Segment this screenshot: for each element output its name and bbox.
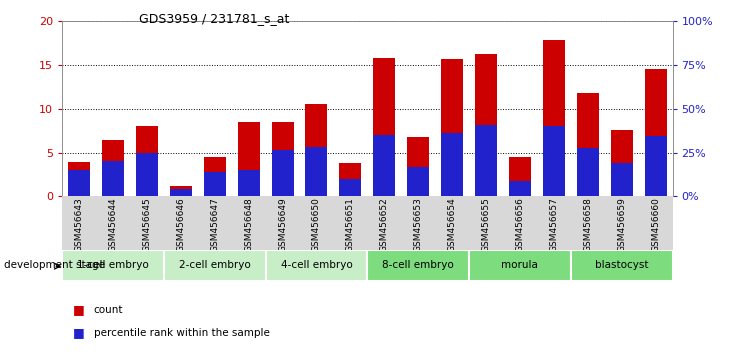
Text: GSM456643: GSM456643 (75, 198, 83, 252)
Bar (271, 122, 294, 196)
Text: GSM456656: GSM456656 (515, 198, 524, 252)
Bar (571, 250, 673, 281)
Bar (645, 69, 667, 196)
Text: percentile rank within the sample: percentile rank within the sample (94, 328, 270, 338)
Bar (102, 161, 124, 196)
Bar (577, 148, 599, 196)
Bar (164, 250, 265, 281)
Bar (68, 170, 90, 196)
Bar (62, 250, 164, 281)
Bar (306, 147, 327, 196)
Text: development stage: development stage (4, 261, 105, 270)
Bar (509, 157, 531, 196)
Text: GSM456648: GSM456648 (244, 198, 253, 252)
Text: GSM456659: GSM456659 (617, 198, 626, 252)
Text: GSM456655: GSM456655 (482, 198, 491, 252)
Bar (509, 181, 531, 196)
Bar (475, 125, 497, 196)
Text: 4-cell embryo: 4-cell embryo (281, 261, 352, 270)
Bar (170, 189, 192, 196)
Text: GSM456652: GSM456652 (380, 198, 389, 252)
Bar (271, 150, 294, 196)
Bar (238, 122, 260, 196)
Text: GSM456646: GSM456646 (176, 198, 186, 252)
Bar (102, 141, 124, 196)
Text: GSM456645: GSM456645 (143, 198, 151, 252)
Text: GSM456644: GSM456644 (108, 198, 118, 252)
Bar (339, 163, 361, 196)
Bar (204, 172, 226, 196)
Text: count: count (94, 305, 123, 315)
Bar (374, 58, 395, 196)
Text: 1-cell embryo: 1-cell embryo (77, 261, 149, 270)
Bar (407, 137, 429, 196)
Text: GSM456651: GSM456651 (346, 198, 355, 252)
Bar (543, 40, 565, 196)
Bar (306, 104, 327, 196)
Bar (610, 130, 632, 196)
Text: GSM456650: GSM456650 (312, 198, 321, 252)
Bar (204, 157, 226, 196)
Text: 2-cell embryo: 2-cell embryo (179, 261, 251, 270)
Text: GSM456654: GSM456654 (447, 198, 457, 252)
Text: GSM456658: GSM456658 (583, 198, 592, 252)
Bar (265, 250, 368, 281)
Text: blastocyst: blastocyst (595, 261, 648, 270)
Bar (441, 59, 463, 196)
Text: 8-cell embryo: 8-cell embryo (382, 261, 454, 270)
Bar (469, 250, 571, 281)
Text: GSM456657: GSM456657 (549, 198, 558, 252)
Bar (374, 135, 395, 196)
Bar (170, 186, 192, 196)
Bar (136, 126, 158, 196)
Text: morula: morula (501, 261, 538, 270)
Text: GDS3959 / 231781_s_at: GDS3959 / 231781_s_at (139, 12, 289, 25)
Bar (367, 250, 469, 281)
Bar (441, 133, 463, 196)
Bar (610, 163, 632, 196)
Bar (543, 126, 565, 196)
Bar (407, 167, 429, 196)
Bar (475, 54, 497, 196)
Bar (645, 136, 667, 196)
Text: GSM456660: GSM456660 (651, 198, 660, 252)
Text: ■: ■ (73, 303, 85, 316)
Text: ■: ■ (73, 326, 85, 339)
Text: GSM456649: GSM456649 (278, 198, 287, 252)
Text: GSM456647: GSM456647 (211, 198, 219, 252)
Bar (68, 162, 90, 196)
Bar (62, 196, 673, 250)
Bar (577, 93, 599, 196)
Bar (238, 170, 260, 196)
Bar (339, 179, 361, 196)
Bar (136, 153, 158, 196)
Text: GSM456653: GSM456653 (414, 198, 423, 252)
